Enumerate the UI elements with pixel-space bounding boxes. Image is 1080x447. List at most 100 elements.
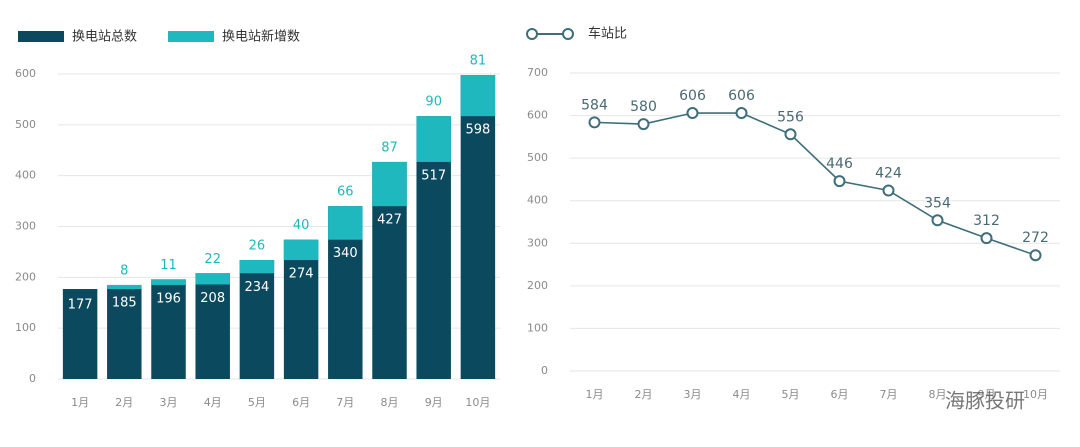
data-label: 517	[421, 168, 446, 183]
x-tick-label: 3月	[684, 388, 702, 401]
y-tick-label: 100	[527, 321, 548, 334]
data-label: 580	[630, 99, 657, 115]
x-tick-label: 4月	[204, 396, 222, 409]
y-tick-label: 600	[527, 109, 548, 122]
data-label: 234	[244, 280, 269, 295]
legend-marker	[562, 28, 574, 40]
point	[931, 214, 944, 227]
x-tick-label: 10月	[1023, 388, 1048, 401]
data-label: 208	[200, 291, 225, 306]
data-label: 177	[68, 298, 93, 313]
bar	[151, 279, 186, 379]
data-label: 90	[425, 95, 442, 110]
x-tick-label: 9月	[978, 388, 996, 401]
bar-segment	[107, 284, 142, 290]
bar	[62, 289, 98, 379]
data-label: 598	[465, 123, 490, 138]
point	[735, 107, 748, 120]
y-tick-label: 700	[527, 66, 548, 79]
bar-segment	[283, 239, 319, 261]
legend-swatch	[18, 31, 64, 42]
x-tick-label: 9月	[425, 396, 443, 409]
y-tick-label: 100	[15, 321, 36, 334]
bar-segment	[460, 75, 496, 117]
data-label: 8	[120, 263, 128, 278]
data-label: 312	[973, 213, 1000, 229]
line	[594, 112, 1036, 256]
x-tick-label: 4月	[733, 388, 751, 401]
bar-segment	[195, 273, 230, 285]
y-tick-label: 400	[15, 169, 36, 182]
point	[637, 118, 650, 131]
bar-segment	[328, 206, 363, 240]
x-tick-label: 10月	[465, 396, 490, 409]
data-label: 354	[924, 195, 951, 211]
x-tick-label: 7月	[336, 396, 354, 409]
y-tick-label: 0	[541, 364, 548, 377]
point	[784, 128, 797, 141]
bar	[107, 284, 142, 379]
data-label: 196	[156, 291, 181, 306]
data-label: 606	[728, 88, 755, 104]
x-tick-label: 8月	[929, 388, 947, 401]
bar-segment	[239, 260, 275, 274]
bar	[195, 273, 230, 379]
data-label: 40	[293, 218, 310, 233]
legend-swatch	[168, 31, 214, 42]
data-label: 81	[470, 54, 487, 69]
legend-label: 换电站新增数	[222, 29, 300, 45]
point	[882, 184, 895, 197]
point	[686, 107, 699, 120]
y-tick-label: 600	[15, 67, 36, 80]
data-label: 606	[679, 88, 706, 104]
data-label: 424	[875, 165, 902, 181]
data-label: 274	[289, 267, 314, 282]
data-label: 11	[160, 258, 177, 273]
x-tick-label: 7月	[880, 388, 898, 401]
data-label: 584	[581, 97, 608, 113]
y-tick-label: 500	[527, 151, 548, 164]
bar-segment	[416, 116, 451, 162]
point	[833, 175, 846, 188]
y-tick-label: 200	[527, 279, 548, 292]
x-tick-label: 6月	[831, 388, 849, 401]
data-label: 446	[826, 156, 853, 172]
bar-segment	[151, 279, 186, 285]
x-tick-label: 2月	[115, 396, 133, 409]
point	[588, 116, 601, 129]
data-label: 340	[333, 246, 358, 261]
y-tick-label: 300	[527, 236, 548, 249]
legend-label: 换电站总数	[72, 30, 137, 45]
point	[1029, 249, 1042, 262]
bar	[239, 260, 275, 379]
data-label: 22	[204, 252, 221, 267]
x-tick-label: 3月	[160, 396, 178, 409]
y-tick-label: 0	[29, 372, 36, 385]
data-label: 556	[777, 109, 804, 125]
x-tick-label: 6月	[292, 396, 310, 409]
data-label: 185	[112, 296, 137, 311]
data-label: 66	[337, 185, 354, 200]
data-label: 427	[377, 213, 402, 228]
y-tick-label: 500	[15, 118, 36, 131]
data-label: 26	[249, 239, 266, 254]
x-tick-label: 5月	[782, 388, 800, 401]
watermark: 海豚投研	[945, 389, 1025, 413]
x-tick-label: 8月	[381, 396, 399, 409]
y-tick-label: 200	[15, 270, 36, 283]
data-label: 272	[1022, 230, 1049, 246]
x-tick-label: 1月	[71, 396, 89, 409]
legend-marker	[526, 28, 538, 40]
bar-segment	[372, 161, 407, 207]
bar	[283, 239, 319, 379]
y-tick-label: 300	[15, 220, 36, 233]
point	[980, 232, 993, 245]
y-tick-label: 400	[527, 194, 548, 207]
legend-label: 车站比	[588, 26, 627, 42]
bar	[460, 75, 496, 380]
x-tick-label: 1月	[586, 388, 604, 401]
x-tick-label: 5月	[248, 396, 266, 409]
data-label: 87	[381, 140, 398, 155]
x-tick-label: 2月	[635, 388, 653, 401]
